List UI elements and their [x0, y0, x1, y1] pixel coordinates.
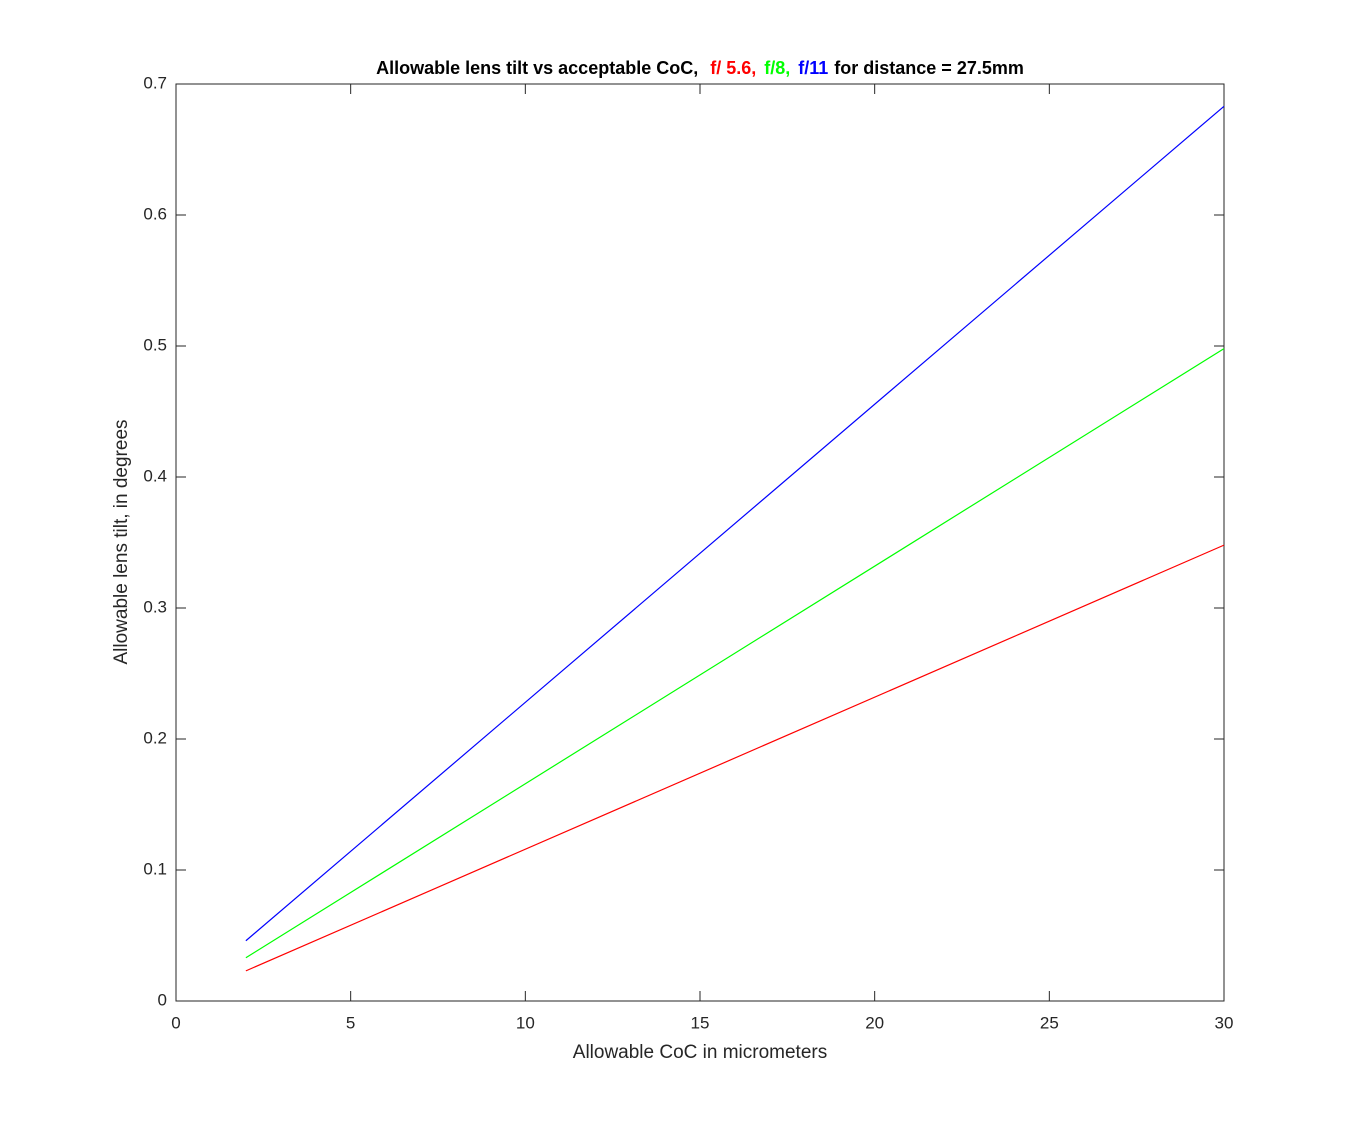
x-tick-label: 5 [346, 1013, 355, 1032]
x-tick-label: 10 [516, 1013, 535, 1032]
title-series-name: f/11 [798, 58, 828, 78]
x-tick-label: 25 [1040, 1013, 1059, 1032]
y-tick-label: 0.5 [143, 335, 167, 354]
series-line [245, 348, 1225, 959]
series-line [245, 544, 1225, 972]
y-tick-label: 0 [158, 990, 167, 1009]
title-series-name: f/ 5.6, [710, 58, 756, 78]
plot-area [175, 83, 1225, 1002]
y-tick-label: 0.1 [143, 859, 167, 878]
y-axis-label: Allowable lens tilt, in degrees [111, 419, 132, 664]
title-text: Allowable lens tilt vs acceptable CoC, [376, 58, 698, 78]
x-tick-label: 15 [691, 1013, 710, 1032]
y-tick-label: 0.2 [143, 728, 167, 747]
chart-title: Allowable lens tilt vs acceptable CoC, f/… [376, 58, 1024, 78]
x-tick-label: 30 [1215, 1013, 1234, 1032]
y-tick-label: 0.6 [143, 204, 167, 223]
title-text: for distance = 27.5mm [834, 58, 1024, 78]
y-tick-label: 0.3 [143, 597, 167, 616]
title-series-name: f/8, [764, 58, 790, 78]
y-tick-label: 0.4 [143, 466, 167, 485]
y-tick-label: 0.7 [143, 73, 167, 92]
series-line [245, 105, 1225, 942]
x-axis-label: Allowable CoC in micrometers [573, 1042, 827, 1063]
x-tick-label: 20 [865, 1013, 884, 1032]
x-tick-label: 0 [171, 1013, 180, 1032]
